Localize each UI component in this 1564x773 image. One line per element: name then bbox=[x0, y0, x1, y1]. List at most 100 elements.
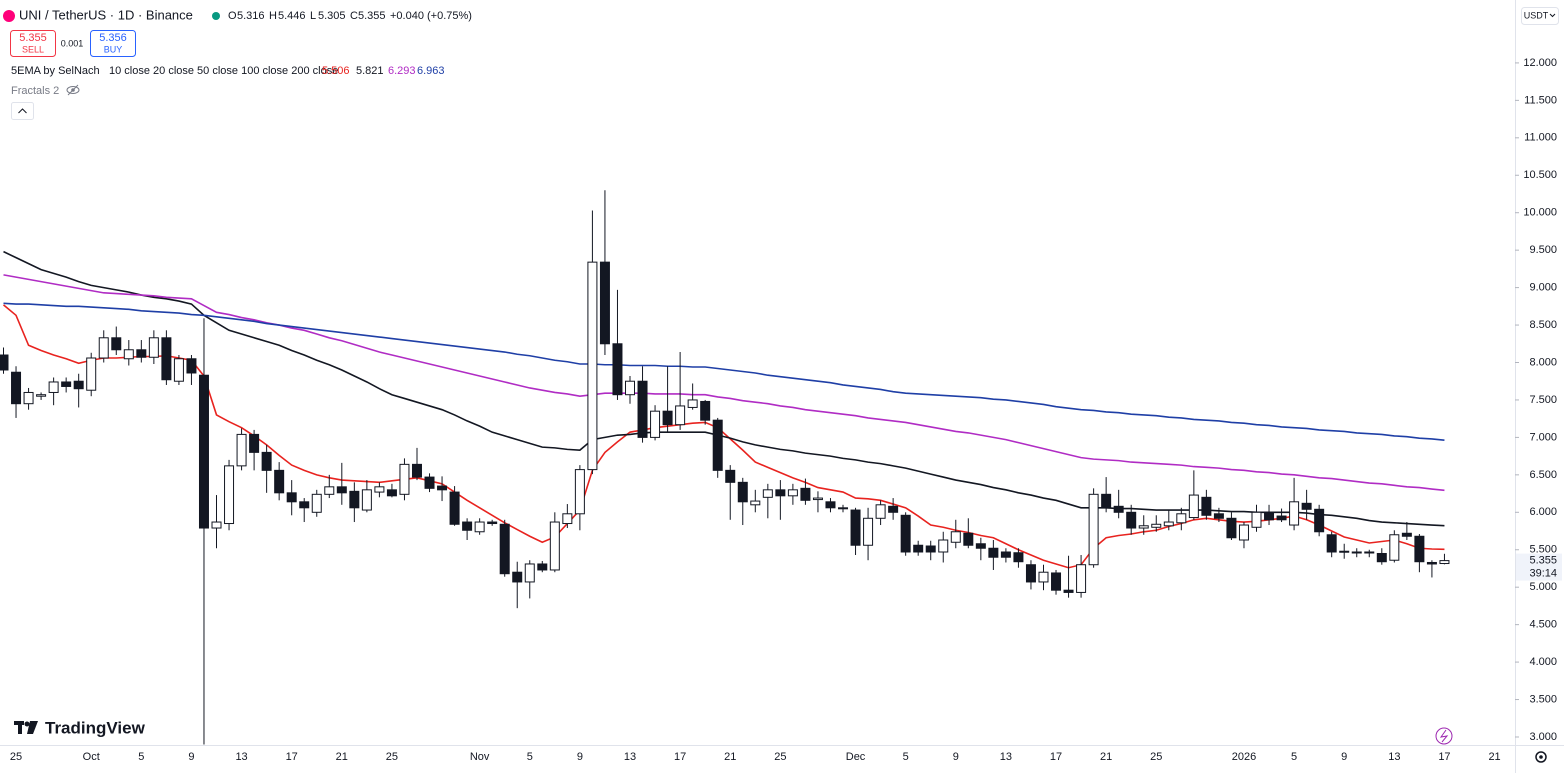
candle-body bbox=[474, 521, 485, 533]
indicator-value: 5.506 bbox=[322, 65, 350, 77]
candle-body bbox=[148, 337, 159, 358]
candle-body bbox=[449, 491, 460, 525]
candle-body bbox=[1364, 551, 1375, 554]
y-tick-label: 7.500 bbox=[1529, 394, 1557, 406]
buy-label: BUY bbox=[104, 44, 123, 54]
candle-body bbox=[36, 394, 47, 397]
candle-body bbox=[73, 380, 84, 390]
candle-body bbox=[23, 391, 34, 405]
buy-button[interactable] bbox=[90, 30, 136, 57]
x-tick-label: 13 bbox=[624, 751, 636, 763]
indicator-value: 5.821 bbox=[356, 65, 384, 77]
hide-icon[interactable] bbox=[66, 84, 80, 96]
candle-body bbox=[762, 489, 773, 498]
sell-button[interactable] bbox=[10, 30, 56, 57]
candle-body bbox=[48, 381, 59, 393]
candle-body bbox=[1289, 501, 1300, 526]
candle-body bbox=[1414, 535, 1425, 563]
y-tick-label: 5.500 bbox=[1529, 544, 1557, 556]
x-tick-label: 21 bbox=[1488, 751, 1500, 763]
candle-body bbox=[900, 514, 911, 553]
alert-icon[interactable] bbox=[1435, 727, 1453, 745]
candle-body bbox=[562, 513, 573, 525]
candle-body bbox=[687, 399, 698, 408]
candle-body bbox=[1251, 511, 1262, 528]
x-tick-label: 21 bbox=[724, 751, 736, 763]
candle-body bbox=[411, 463, 422, 478]
eye-slash bbox=[67, 84, 79, 96]
x-tick-label: 25 bbox=[10, 751, 22, 763]
candle-body bbox=[0, 354, 9, 371]
ohlc-value: 5.305 bbox=[318, 10, 346, 22]
y-tick-label: 8.500 bbox=[1529, 319, 1557, 331]
candle-body bbox=[587, 261, 598, 471]
candle-body bbox=[274, 469, 285, 494]
candle-body bbox=[925, 545, 936, 553]
brand-logo bbox=[14, 721, 38, 734]
candle-body bbox=[1326, 534, 1337, 553]
candle-body bbox=[1051, 572, 1062, 591]
candle-body bbox=[173, 358, 184, 382]
candle-body bbox=[1000, 551, 1011, 558]
candle-body bbox=[161, 337, 172, 381]
collapse-button[interactable] bbox=[11, 102, 34, 120]
candle-body bbox=[1314, 508, 1325, 533]
candle-body bbox=[1376, 552, 1387, 563]
candle-body bbox=[625, 380, 635, 396]
candle-body bbox=[1088, 493, 1099, 566]
ema-line bbox=[3, 274, 1445, 492]
candle-body bbox=[98, 337, 109, 359]
sell-price: 5.355 bbox=[19, 32, 47, 44]
candle-body bbox=[888, 505, 899, 513]
price-change: +0.040 (+0.75%) bbox=[390, 10, 472, 22]
ema-line bbox=[2, 304, 1445, 569]
y-tick-label: 7.000 bbox=[1529, 431, 1557, 443]
candle-body bbox=[1339, 550, 1350, 553]
brand-name: TradingView bbox=[45, 718, 146, 737]
candle-body bbox=[1276, 515, 1287, 521]
candle-body bbox=[11, 371, 22, 405]
symbol-title[interactable]: UNI / TetherUS · 1D · Binance bbox=[19, 7, 193, 22]
candle-body bbox=[1163, 521, 1174, 527]
candle-body bbox=[1201, 496, 1212, 516]
y-tick-label: 4.500 bbox=[1529, 619, 1557, 631]
y-tick-label: 6.500 bbox=[1529, 469, 1557, 481]
candle-body bbox=[1401, 532, 1412, 537]
candle-body bbox=[361, 489, 372, 511]
x-tick-label: Dec bbox=[846, 751, 866, 763]
indicator-name[interactable]: Fractals 2 bbox=[11, 85, 59, 97]
candle-body bbox=[800, 487, 811, 501]
sell-label: SELL bbox=[22, 44, 44, 54]
candle-body bbox=[750, 500, 761, 506]
candle-body bbox=[499, 523, 510, 575]
x-tick-label: 5 bbox=[903, 751, 909, 763]
y-tick-label: 4.000 bbox=[1529, 656, 1557, 668]
currency-chevron bbox=[1549, 13, 1556, 18]
collapse-chevron bbox=[18, 108, 27, 114]
ohlc-value: 5.446 bbox=[278, 10, 306, 22]
candle-body bbox=[838, 507, 849, 510]
x-tick-label: 9 bbox=[188, 751, 194, 763]
currency-selector[interactable] bbox=[1521, 7, 1559, 25]
logo-stem bbox=[18, 721, 22, 734]
candle-body bbox=[787, 489, 798, 497]
candle-body bbox=[462, 521, 473, 531]
indicator-name[interactable]: 5EMA by SelNach bbox=[11, 65, 100, 77]
market-status[interactable] bbox=[212, 12, 220, 20]
settings-icon[interactable] bbox=[1535, 751, 1547, 763]
candle-body bbox=[549, 521, 560, 571]
y-tick-label: 10.500 bbox=[1523, 169, 1557, 181]
x-tick-label: 9 bbox=[1341, 751, 1347, 763]
x-tick-label: 25 bbox=[1150, 751, 1162, 763]
eye-outline bbox=[66, 86, 80, 94]
price-tag-value: 5.355 bbox=[1529, 555, 1557, 567]
x-tick-label: 9 bbox=[953, 751, 959, 763]
candle-body bbox=[1213, 513, 1224, 519]
candle-body bbox=[637, 380, 648, 438]
candle-body bbox=[1439, 560, 1450, 565]
candle-body bbox=[236, 433, 247, 467]
ohlc-letter: O bbox=[228, 10, 237, 22]
candle-body bbox=[675, 405, 686, 426]
